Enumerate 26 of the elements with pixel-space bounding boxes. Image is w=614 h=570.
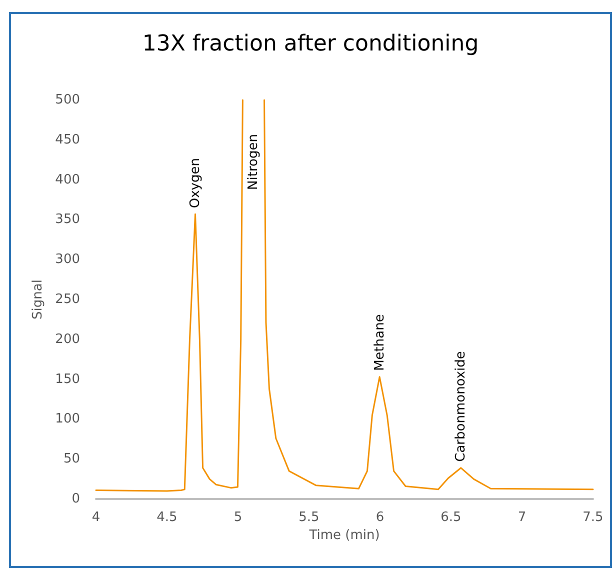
y-tick-label: 150 (55, 372, 80, 387)
annotation: Carbonmonoxide (453, 351, 468, 462)
x-tick-label: 6 (376, 510, 384, 525)
y-tick-label: 50 (63, 452, 80, 467)
y-tick-label: 400 (55, 172, 80, 188)
x-tick-label: 4 (92, 510, 100, 525)
x-tick-label: 5 (234, 510, 242, 525)
x-tick-label: 5.5 (298, 510, 320, 525)
x-tick-label: 4.5 (156, 510, 178, 525)
y-tick-label: 300 (55, 252, 80, 268)
x-tick-label: 7.5 (582, 510, 604, 525)
y-axis-title: Signal (30, 280, 46, 320)
y-tick-label: 450 (55, 132, 80, 148)
x-tick-label: 6.5 (440, 510, 462, 525)
y-tick-label: 350 (55, 212, 80, 228)
y-tick-label: 250 (55, 292, 80, 307)
y-tick-label: 200 (55, 332, 80, 347)
annotation: Methane (372, 314, 388, 371)
y-tick-label: 500 (55, 92, 80, 108)
x-tick-label: 7 (518, 510, 526, 525)
y-tick-label: 100 (55, 412, 80, 427)
y-tick-label: 0 (72, 492, 80, 506)
chart-title: 13X fraction after conditioning (142, 32, 479, 56)
annotation: Nitrogen (246, 134, 261, 190)
x-axis-title: Time (min) (308, 528, 380, 543)
annotation: Oxygen (188, 158, 203, 208)
